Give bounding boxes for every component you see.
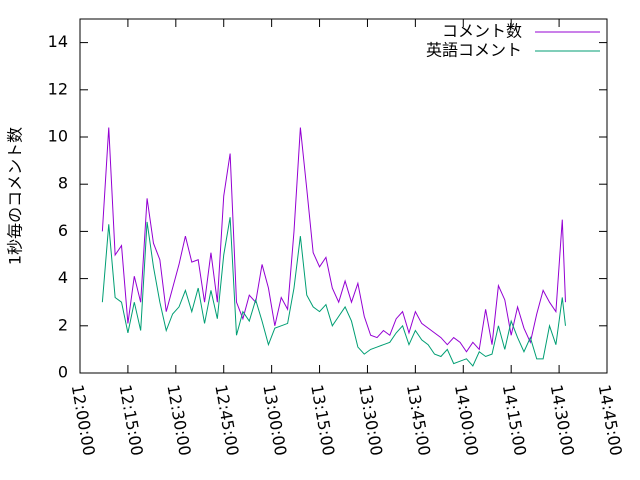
x-tick-label: 13:00:00 bbox=[259, 383, 290, 457]
y-tick-label: 10 bbox=[48, 127, 68, 146]
series-line bbox=[101, 217, 566, 367]
x-tick-label: 13:15:00 bbox=[307, 383, 338, 457]
legend-label: コメント数 bbox=[442, 22, 522, 41]
y-tick-label: 14 bbox=[48, 32, 68, 51]
x-tick-label: 12:00:00 bbox=[68, 383, 99, 457]
x-tick-label: 13:30:00 bbox=[355, 383, 386, 457]
y-tick-label: 0 bbox=[58, 363, 68, 382]
x-tick-label: 14:15:00 bbox=[499, 383, 530, 457]
y-axis-label: 1秒毎のコメント数 bbox=[6, 127, 25, 265]
legend-label: 英語コメント bbox=[426, 41, 522, 60]
x-tick-label: 14:00:00 bbox=[451, 383, 482, 457]
x-tick-label: 12:15:00 bbox=[116, 383, 147, 457]
y-tick-label: 2 bbox=[58, 315, 68, 334]
x-tick-label: 14:30:00 bbox=[547, 383, 578, 457]
y-tick-label: 6 bbox=[58, 221, 68, 240]
x-tick-label: 12:45:00 bbox=[211, 383, 242, 457]
y-tick-label: 8 bbox=[58, 174, 68, 193]
y-tick-label: 12 bbox=[48, 79, 68, 98]
x-tick-label: 14:45:00 bbox=[595, 383, 626, 457]
series-line bbox=[101, 127, 566, 353]
x-tick-label: 13:45:00 bbox=[403, 383, 434, 457]
plot-border bbox=[79, 18, 608, 374]
x-tick-label: 12:30:00 bbox=[163, 383, 194, 457]
y-tick-label: 4 bbox=[58, 268, 68, 287]
